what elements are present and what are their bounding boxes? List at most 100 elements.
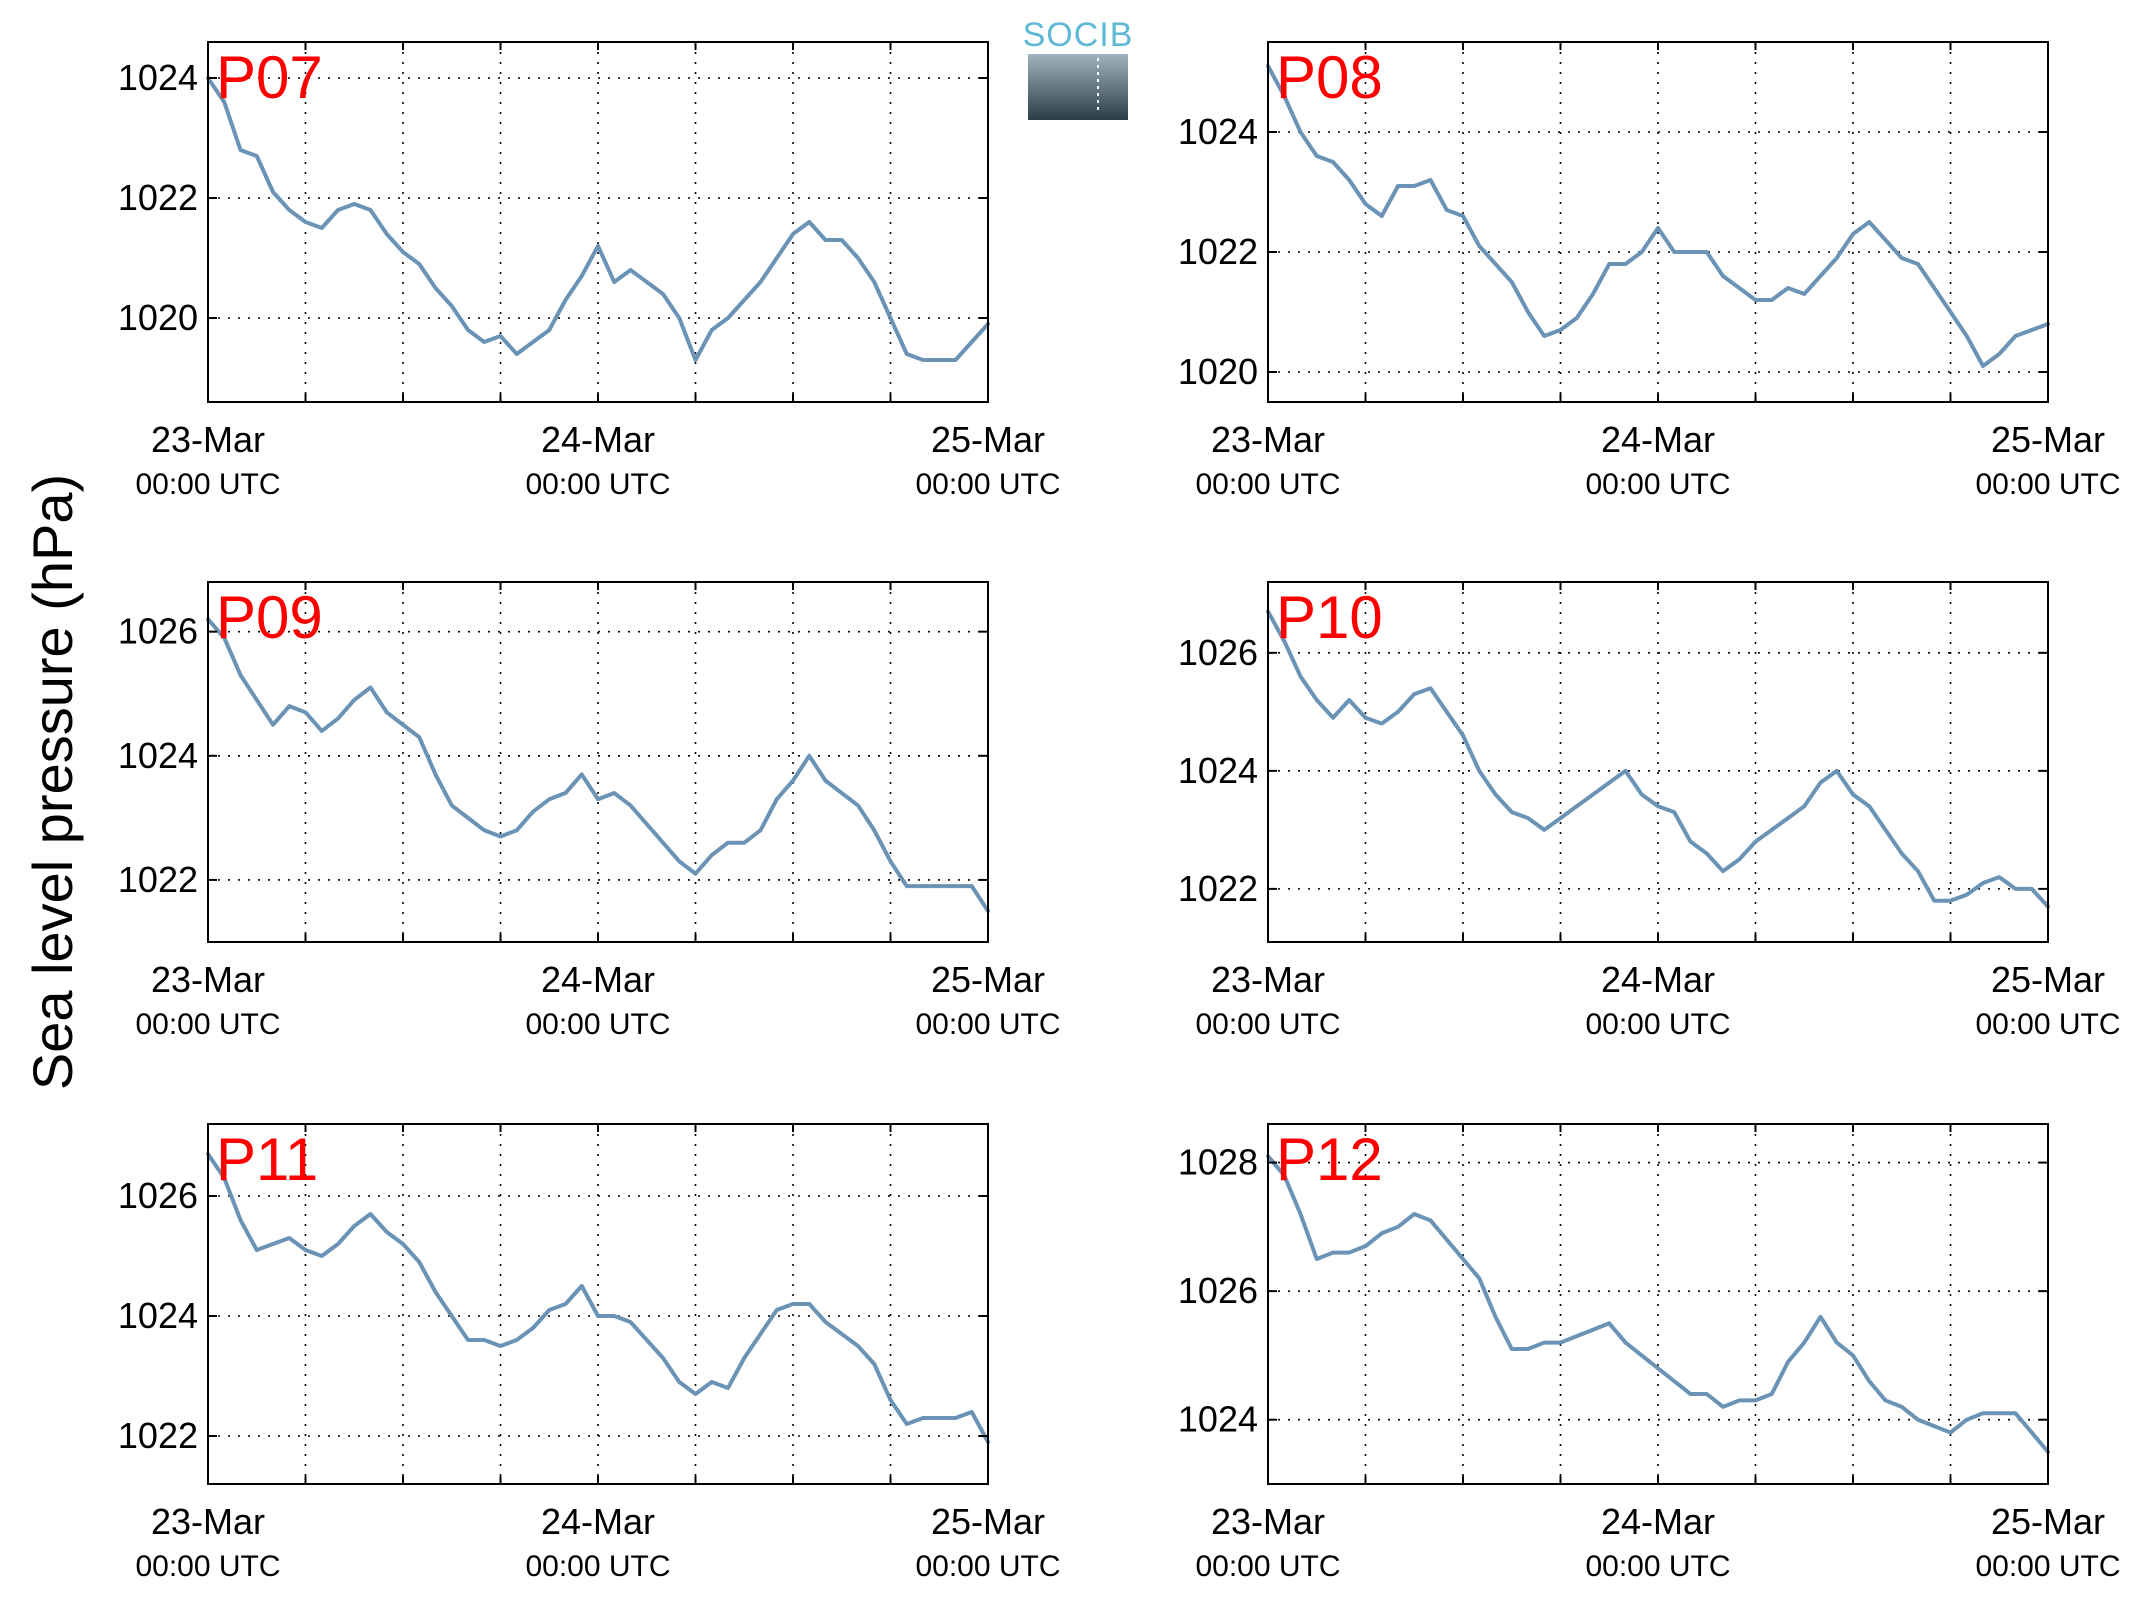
data-point [1640, 1353, 1644, 1357]
data-point [369, 686, 373, 690]
data-point [1932, 1424, 1936, 1428]
data-point [1396, 1225, 1400, 1229]
data-point [255, 698, 259, 702]
data-point [2014, 887, 2018, 891]
data-point [1949, 1431, 1953, 1435]
data-point [417, 1260, 421, 1264]
data-point [1396, 710, 1400, 714]
data-point [564, 791, 568, 795]
data-point [1705, 851, 1709, 855]
y-tick-label: 1022 [1178, 868, 1258, 909]
data-point [1770, 298, 1774, 302]
panels: 1020 1022 1024 23-Mar 00:00 UTC 24-Mar 00:00 U… [118, 41, 2121, 1583]
x-tick-label-date: 23-Mar [1211, 419, 1325, 460]
data-point [287, 704, 291, 708]
data-point [612, 280, 616, 284]
data-point [1347, 1251, 1351, 1255]
data-point [629, 1320, 633, 1324]
grid [208, 42, 988, 402]
x-tick-label-time: 00:00 UTC [135, 1550, 280, 1583]
data-point [726, 1386, 730, 1390]
series-line [1266, 1154, 2050, 1454]
y-tick-label: 1026 [1178, 632, 1258, 673]
data-point [482, 1338, 486, 1342]
data-point [271, 190, 275, 194]
data-point [1867, 804, 1871, 808]
data-point [775, 797, 779, 801]
data-point [872, 828, 876, 832]
data-point [531, 340, 535, 344]
data-point [255, 1248, 259, 1252]
data-point [369, 1212, 373, 1216]
data-point [954, 358, 958, 362]
data-point [694, 872, 698, 876]
data-point [1916, 262, 1920, 266]
data-point [889, 1398, 893, 1402]
data-point [1884, 238, 1888, 242]
data-point [905, 352, 909, 356]
data-point [1607, 1321, 1611, 1325]
data-point [937, 884, 941, 888]
data-point [612, 1314, 616, 1318]
data-point [840, 238, 844, 242]
data-point [1510, 810, 1514, 814]
x-tick-label-date: 23-Mar [1211, 959, 1325, 1000]
data-point [1331, 160, 1335, 164]
data-point [937, 1416, 941, 1420]
data-point [336, 717, 340, 721]
x-tick-label-time: 00:00 UTC [1975, 1008, 2120, 1041]
data-point [1477, 769, 1481, 773]
data-point [271, 723, 275, 727]
y-tick-label: 1024 [118, 1295, 198, 1336]
data-point [1380, 214, 1384, 218]
data-point [287, 1236, 291, 1240]
data-point [1786, 286, 1790, 290]
data-point [970, 340, 974, 344]
data-point [710, 853, 714, 857]
data-point [1819, 1315, 1823, 1319]
socib-logo: SOCIB [1023, 16, 1134, 120]
data-point [401, 1242, 405, 1246]
data-point [1477, 244, 1481, 248]
y-tick-label: 1026 [118, 611, 198, 652]
logo-gradient-block [1028, 54, 1128, 120]
data-point [352, 1224, 356, 1228]
data-point [1689, 840, 1693, 844]
data-point [889, 859, 893, 863]
logo-text: SOCIB [1023, 16, 1134, 54]
data-point [1461, 733, 1465, 737]
x-tick-label-date: 25-Mar [1991, 1501, 2105, 1542]
data-point [742, 841, 746, 845]
x-tick-label-date: 23-Mar [1211, 1501, 1325, 1542]
data-point [1819, 274, 1823, 278]
data-point [1656, 1366, 1660, 1370]
x-tick-label-date: 25-Mar [931, 959, 1045, 1000]
data-point [531, 810, 535, 814]
data-point [1916, 1418, 1920, 1422]
data-point [1624, 769, 1628, 773]
data-point [385, 710, 389, 714]
data-point [352, 698, 356, 702]
series-line [206, 1152, 990, 1444]
y-tick-label: 1026 [118, 1175, 198, 1216]
data-point [564, 298, 568, 302]
data-point [2030, 328, 2034, 332]
data-point [1299, 1212, 1303, 1216]
data-point [677, 1380, 681, 1384]
x-tick-label-time: 00:00 UTC [915, 1008, 1060, 1041]
panel-label: P11 [216, 1126, 318, 1193]
y-tick-label: 1020 [118, 297, 198, 338]
data-point [1380, 1231, 1384, 1235]
data-point [726, 316, 730, 320]
data-point [759, 828, 763, 832]
data-point [1347, 698, 1351, 702]
data-point [336, 208, 340, 212]
data-point [1997, 352, 2001, 356]
data-point [1429, 1218, 1433, 1222]
y-tick-label: 1022 [118, 1415, 198, 1456]
data-point [1835, 256, 1839, 260]
data-point [710, 328, 714, 332]
data-point [856, 256, 860, 260]
data-point [271, 1242, 275, 1246]
panel-p07: 1020 1022 1024 23-Mar 00:00 UTC 24-Mar 00:00 U… [118, 41, 1061, 501]
